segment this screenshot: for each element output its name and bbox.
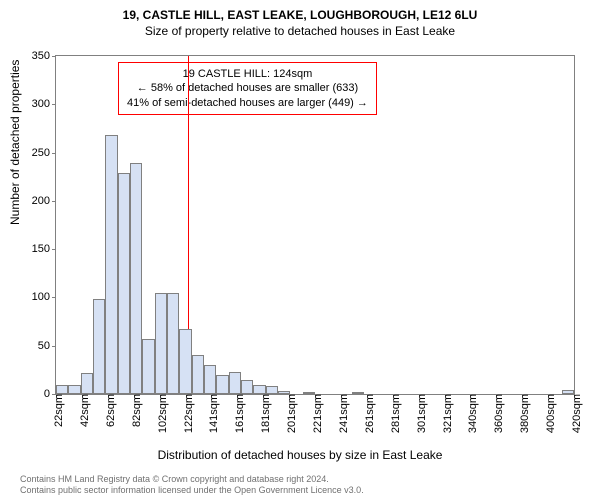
x-tick-label: 261sqm — [358, 394, 376, 433]
x-tick-label: 201sqm — [280, 394, 298, 433]
histogram-bar — [179, 329, 191, 394]
x-tick-label: 62sqm — [99, 394, 117, 427]
histogram-bar — [142, 339, 154, 394]
x-tick-label: 281sqm — [384, 394, 402, 433]
histogram-bar — [105, 135, 117, 394]
y-axis-label: Number of detached properties — [8, 60, 22, 225]
histogram-bar — [56, 385, 68, 394]
histogram-bar — [216, 375, 228, 394]
y-tick-mark — [52, 56, 56, 57]
footer-line2: Contains public sector information licen… — [20, 485, 364, 496]
histogram-bar — [155, 293, 167, 394]
x-tick-label: 221sqm — [306, 394, 324, 433]
histogram-bar — [167, 293, 179, 394]
x-tick-label: 301sqm — [410, 394, 428, 433]
histogram-bar — [192, 355, 204, 394]
annotation-callout: 19 CASTLE HILL: 124sqm ← 58% of detached… — [118, 62, 377, 115]
chart-title: 19, CASTLE HILL, EAST LEAKE, LOUGHBOROUG… — [0, 0, 600, 24]
x-tick-label: 141sqm — [202, 394, 220, 433]
x-axis-label: Distribution of detached houses by size … — [0, 448, 600, 462]
footer-line1: Contains HM Land Registry data © Crown c… — [20, 474, 364, 485]
x-tick-label: 241sqm — [332, 394, 350, 433]
annotation-line3: 41% of semi-detached houses are larger (… — [127, 96, 368, 110]
x-tick-label: 122sqm — [177, 394, 195, 433]
chart-subtitle: Size of property relative to detached ho… — [0, 24, 600, 40]
x-tick-label: 380sqm — [513, 394, 531, 433]
histogram-bar — [130, 163, 142, 394]
histogram-bar — [253, 385, 265, 394]
histogram-bar — [81, 373, 93, 394]
x-tick-label: 400sqm — [539, 394, 557, 433]
x-tick-label: 161sqm — [228, 394, 246, 433]
chart-container: 19, CASTLE HILL, EAST LEAKE, LOUGHBOROUG… — [0, 0, 600, 500]
x-tick-label: 42sqm — [73, 394, 91, 427]
histogram-bar — [118, 173, 130, 394]
x-tick-label: 102sqm — [151, 394, 169, 433]
x-tick-label: 82sqm — [125, 394, 143, 427]
x-tick-label: 321sqm — [436, 394, 454, 433]
x-tick-label: 340sqm — [461, 394, 479, 433]
y-tick-mark — [52, 249, 56, 250]
y-tick-mark — [52, 153, 56, 154]
y-tick-mark — [52, 346, 56, 347]
x-tick-label: 181sqm — [254, 394, 272, 433]
histogram-bar — [93, 299, 105, 394]
histogram-bar — [68, 385, 80, 394]
y-tick-mark — [52, 201, 56, 202]
x-tick-label: 22sqm — [47, 394, 65, 427]
x-tick-label: 360sqm — [487, 394, 505, 433]
y-tick-mark — [52, 297, 56, 298]
annotation-line2: ← 58% of detached houses are smaller (63… — [127, 81, 368, 95]
x-tick-label: 420sqm — [565, 394, 583, 433]
y-tick-mark — [52, 104, 56, 105]
histogram-bar — [204, 365, 216, 394]
plot-area: 19 CASTLE HILL: 124sqm ← 58% of detached… — [55, 55, 575, 395]
annotation-line1: 19 CASTLE HILL: 124sqm — [127, 67, 368, 81]
histogram-bar — [266, 386, 278, 394]
footer-attribution: Contains HM Land Registry data © Crown c… — [20, 474, 364, 496]
histogram-bar — [241, 380, 253, 394]
histogram-bar — [229, 372, 241, 394]
